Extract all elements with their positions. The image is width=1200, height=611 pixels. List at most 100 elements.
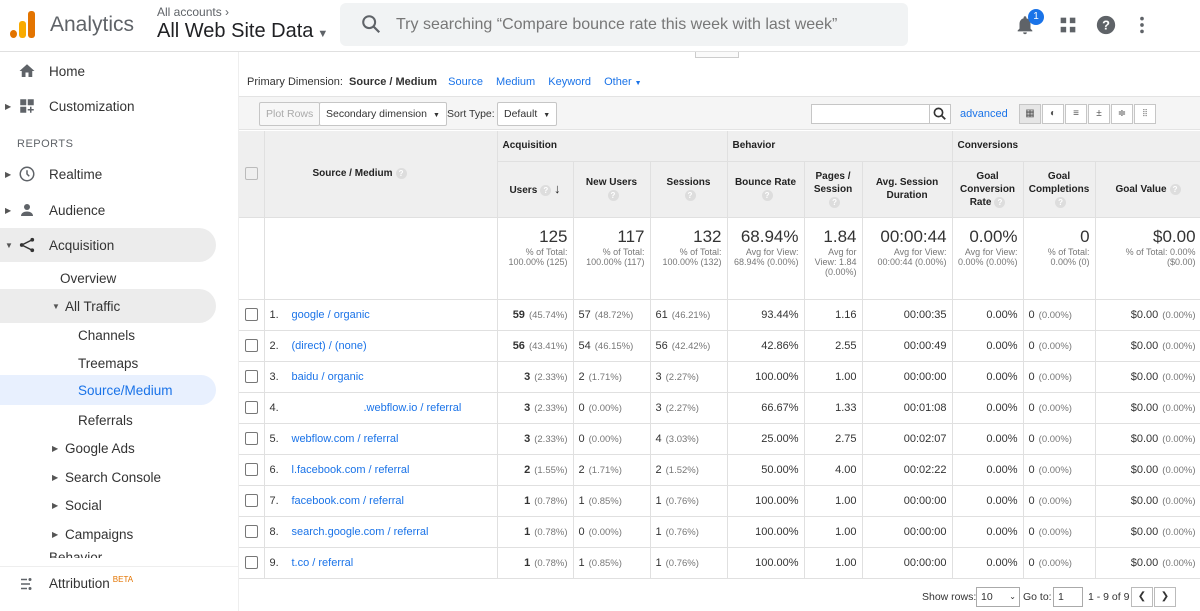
row-checkbox[interactable] (244, 370, 258, 383)
column-header-sessions[interactable]: Sessions? (650, 161, 728, 218)
sidebar-item-customization[interactable]: ▶ Customization (5, 98, 135, 114)
new-users-value: 1 (578, 494, 585, 507)
column-header-goal-completions[interactable]: Goal Completions? (1023, 161, 1096, 218)
secondary-dimension-dropdown[interactable]: Secondary dimension ▼ (319, 102, 447, 126)
sidebar-item-treemaps[interactable]: Treemaps (78, 355, 139, 371)
goal-value-value: $0.00 (1130, 556, 1159, 569)
row-checkbox[interactable] (244, 556, 258, 569)
acquisition-icon (19, 237, 35, 253)
help-icon[interactable]: ? (1095, 14, 1117, 36)
home-icon (19, 64, 35, 77)
expand-arrow-icon: ▶ (5, 101, 12, 111)
sidebar-item-realtime[interactable]: ▶ Realtime (5, 166, 103, 182)
pivot-view-icon[interactable]: ⦙⦙ (1134, 104, 1156, 124)
sessions-value: 3 (655, 401, 662, 414)
dimension-keyword-link[interactable]: Keyword (548, 76, 592, 88)
plot-rows-button[interactable]: Plot Rows (259, 102, 321, 126)
source-medium-link[interactable]: (direct) / (none) (291, 339, 367, 352)
avg-duration-value: 00:01:08 (862, 392, 953, 424)
column-header-avg-session-duration[interactable]: Avg. Session Duration (862, 161, 953, 218)
sidebar-item-overview[interactable]: Overview (60, 270, 117, 286)
table-view-icon[interactable]: ▦ (1019, 104, 1041, 124)
drag-handle[interactable] (695, 52, 739, 58)
advanced-filter-link[interactable]: advanced (960, 108, 1008, 120)
pages-session-value: 1.33 (804, 392, 863, 424)
sidebar-item-referrals[interactable]: Referrals (78, 412, 133, 428)
performance-view-icon[interactable]: ≡ (1065, 104, 1087, 124)
source-medium-link[interactable]: baidu / organic (291, 370, 364, 383)
all-accounts-breadcrumb[interactable]: All accounts › (157, 5, 230, 19)
property-selector[interactable]: All Web Site Data ▼ (157, 20, 329, 42)
source-medium-link[interactable]: t.co / referral (291, 556, 354, 569)
row-checkbox[interactable] (244, 308, 258, 321)
row-checkbox[interactable] (244, 525, 258, 538)
sidebar-item-acquisition[interactable]: ▼ Acquisition (0, 228, 216, 262)
sidebar-item-google-ads[interactable]: ▶ Google Ads (52, 440, 135, 456)
search-box[interactable] (340, 3, 908, 46)
more-vert-icon[interactable] (1131, 14, 1153, 36)
comparison-view-icon[interactable]: ± (1088, 104, 1110, 124)
row-checkbox[interactable] (244, 494, 258, 507)
dimension-source-link[interactable]: Source (448, 76, 483, 88)
column-header-goal-value[interactable]: Goal Value? (1095, 161, 1200, 218)
users-value: 1 (524, 556, 531, 569)
sidebar-item-campaigns[interactable]: ▶ Campaigns (52, 526, 134, 542)
row-checkbox[interactable] (244, 401, 258, 414)
row-index: 7. (269, 494, 279, 507)
next-page-button[interactable]: ❯ (1154, 587, 1176, 607)
prev-page-button[interactable]: ❮ (1131, 587, 1153, 607)
source-medium-link[interactable]: facebook.com / referral (291, 494, 405, 507)
table-row: 7. facebook.com / referral 1 (0.78%) 1 (0.85%… (239, 485, 1200, 517)
sort-type-dropdown[interactable]: Default ▼ (497, 102, 558, 126)
avg-duration-value: 00:00:35 (862, 299, 953, 331)
sidebar-item-channels[interactable]: Channels (78, 327, 136, 343)
goal-completions-value: 0 (1028, 494, 1035, 507)
goto-input[interactable]: 1 (1053, 587, 1083, 607)
dimension-other-link[interactable]: Other ▼ (604, 76, 642, 88)
goal-conversion-value: 0.00% (952, 423, 1024, 455)
row-checkbox[interactable] (244, 339, 258, 352)
sidebar-item-search-console[interactable]: ▶ Search Console (52, 469, 162, 485)
sidebar-item-source-medium[interactable]: Source/Medium (0, 375, 216, 405)
column-header-bounce-rate[interactable]: Bounce Rate? (727, 161, 805, 218)
source-medium-link[interactable]: l.facebook.com / referral (291, 463, 410, 476)
sidebar-item-behavior[interactable]: Behavior (49, 550, 103, 558)
sessions-value: 1 (655, 525, 662, 538)
sidebar-item-audience[interactable]: ▶ Audience (5, 202, 106, 218)
search-input[interactable] (396, 3, 896, 46)
apps-grid-icon[interactable] (1057, 14, 1079, 36)
row-checkbox[interactable] (244, 432, 258, 445)
column-header-pages-session[interactable]: Pages / Session? (804, 161, 863, 218)
source-medium-link[interactable]: google / organic (291, 308, 370, 321)
column-header-source-medium[interactable]: Source / Medium? (264, 131, 498, 218)
pages-session-value: 2.55 (804, 330, 863, 362)
sidebar-item-all-traffic[interactable]: ▼ All Traffic (0, 289, 216, 323)
table-row: 3. baidu / organic 3 (2.33%) 2 (1.71%) 3 (2.27%… (239, 361, 1200, 393)
column-header-goal-conversion-rate[interactable]: Goal Conversion Rate? (952, 161, 1024, 218)
source-medium-link[interactable]: webflow.com / referral (291, 432, 399, 445)
sidebar-item-social[interactable]: ▶ Social (52, 497, 102, 513)
search-icon (933, 107, 946, 120)
table-search-button[interactable] (929, 104, 951, 124)
term-cloud-icon[interactable]: ≑ (1111, 104, 1133, 124)
notification-badge: 1 (1028, 9, 1044, 25)
source-medium-link[interactable]: .webflow.io / referral (363, 401, 462, 414)
sidebar-item-attribution[interactable]: Attribution BETA (0, 566, 238, 600)
dimension-medium-link[interactable]: Medium (496, 76, 536, 88)
expand-arrow-icon: ▶ (52, 529, 59, 539)
sidebar-item-home[interactable]: Home (0, 54, 238, 88)
source-medium-link[interactable]: search.google.com / referral (291, 525, 429, 538)
column-header-users[interactable]: Users? ↓ (497, 161, 574, 218)
svg-text:?: ? (1102, 18, 1110, 33)
row-checkbox[interactable] (244, 463, 258, 476)
expand-arrow-icon: ▶ (52, 472, 59, 482)
sessions-value: 2 (655, 463, 662, 476)
column-header-new-users[interactable]: New Users? (573, 161, 651, 218)
customization-icon (20, 99, 34, 113)
beta-badge: BETA (112, 575, 134, 584)
analytics-logo-icon[interactable] (10, 10, 36, 38)
show-rows-select[interactable]: 10 ⌄ (976, 587, 1020, 607)
select-all-checkbox[interactable] (244, 167, 258, 181)
users-value: 2 (524, 463, 531, 476)
pie-view-icon[interactable]: ◐ (1042, 104, 1064, 124)
